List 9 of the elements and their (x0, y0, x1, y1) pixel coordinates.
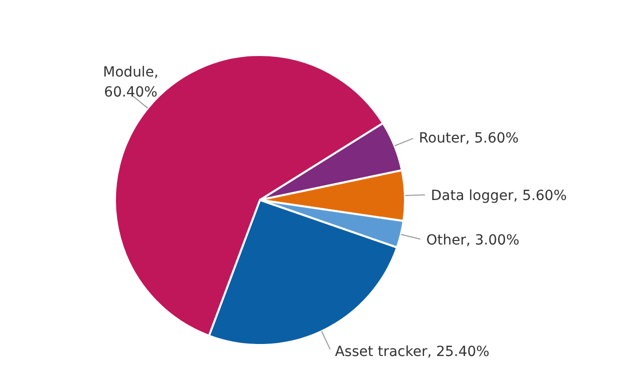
slice-label: Data logger (430, 188, 514, 204)
data-label: , 3.00% (466, 232, 520, 249)
slice-label: Other (426, 232, 466, 249)
slice-label: Asset tracker (335, 344, 428, 360)
slice-label: Module (103, 64, 154, 80)
slice-label: Router (418, 130, 466, 147)
data-label: , 5.60% (465, 130, 519, 147)
data-label: , 5.60% (513, 188, 567, 204)
data-label: , 25.40% (427, 344, 490, 360)
